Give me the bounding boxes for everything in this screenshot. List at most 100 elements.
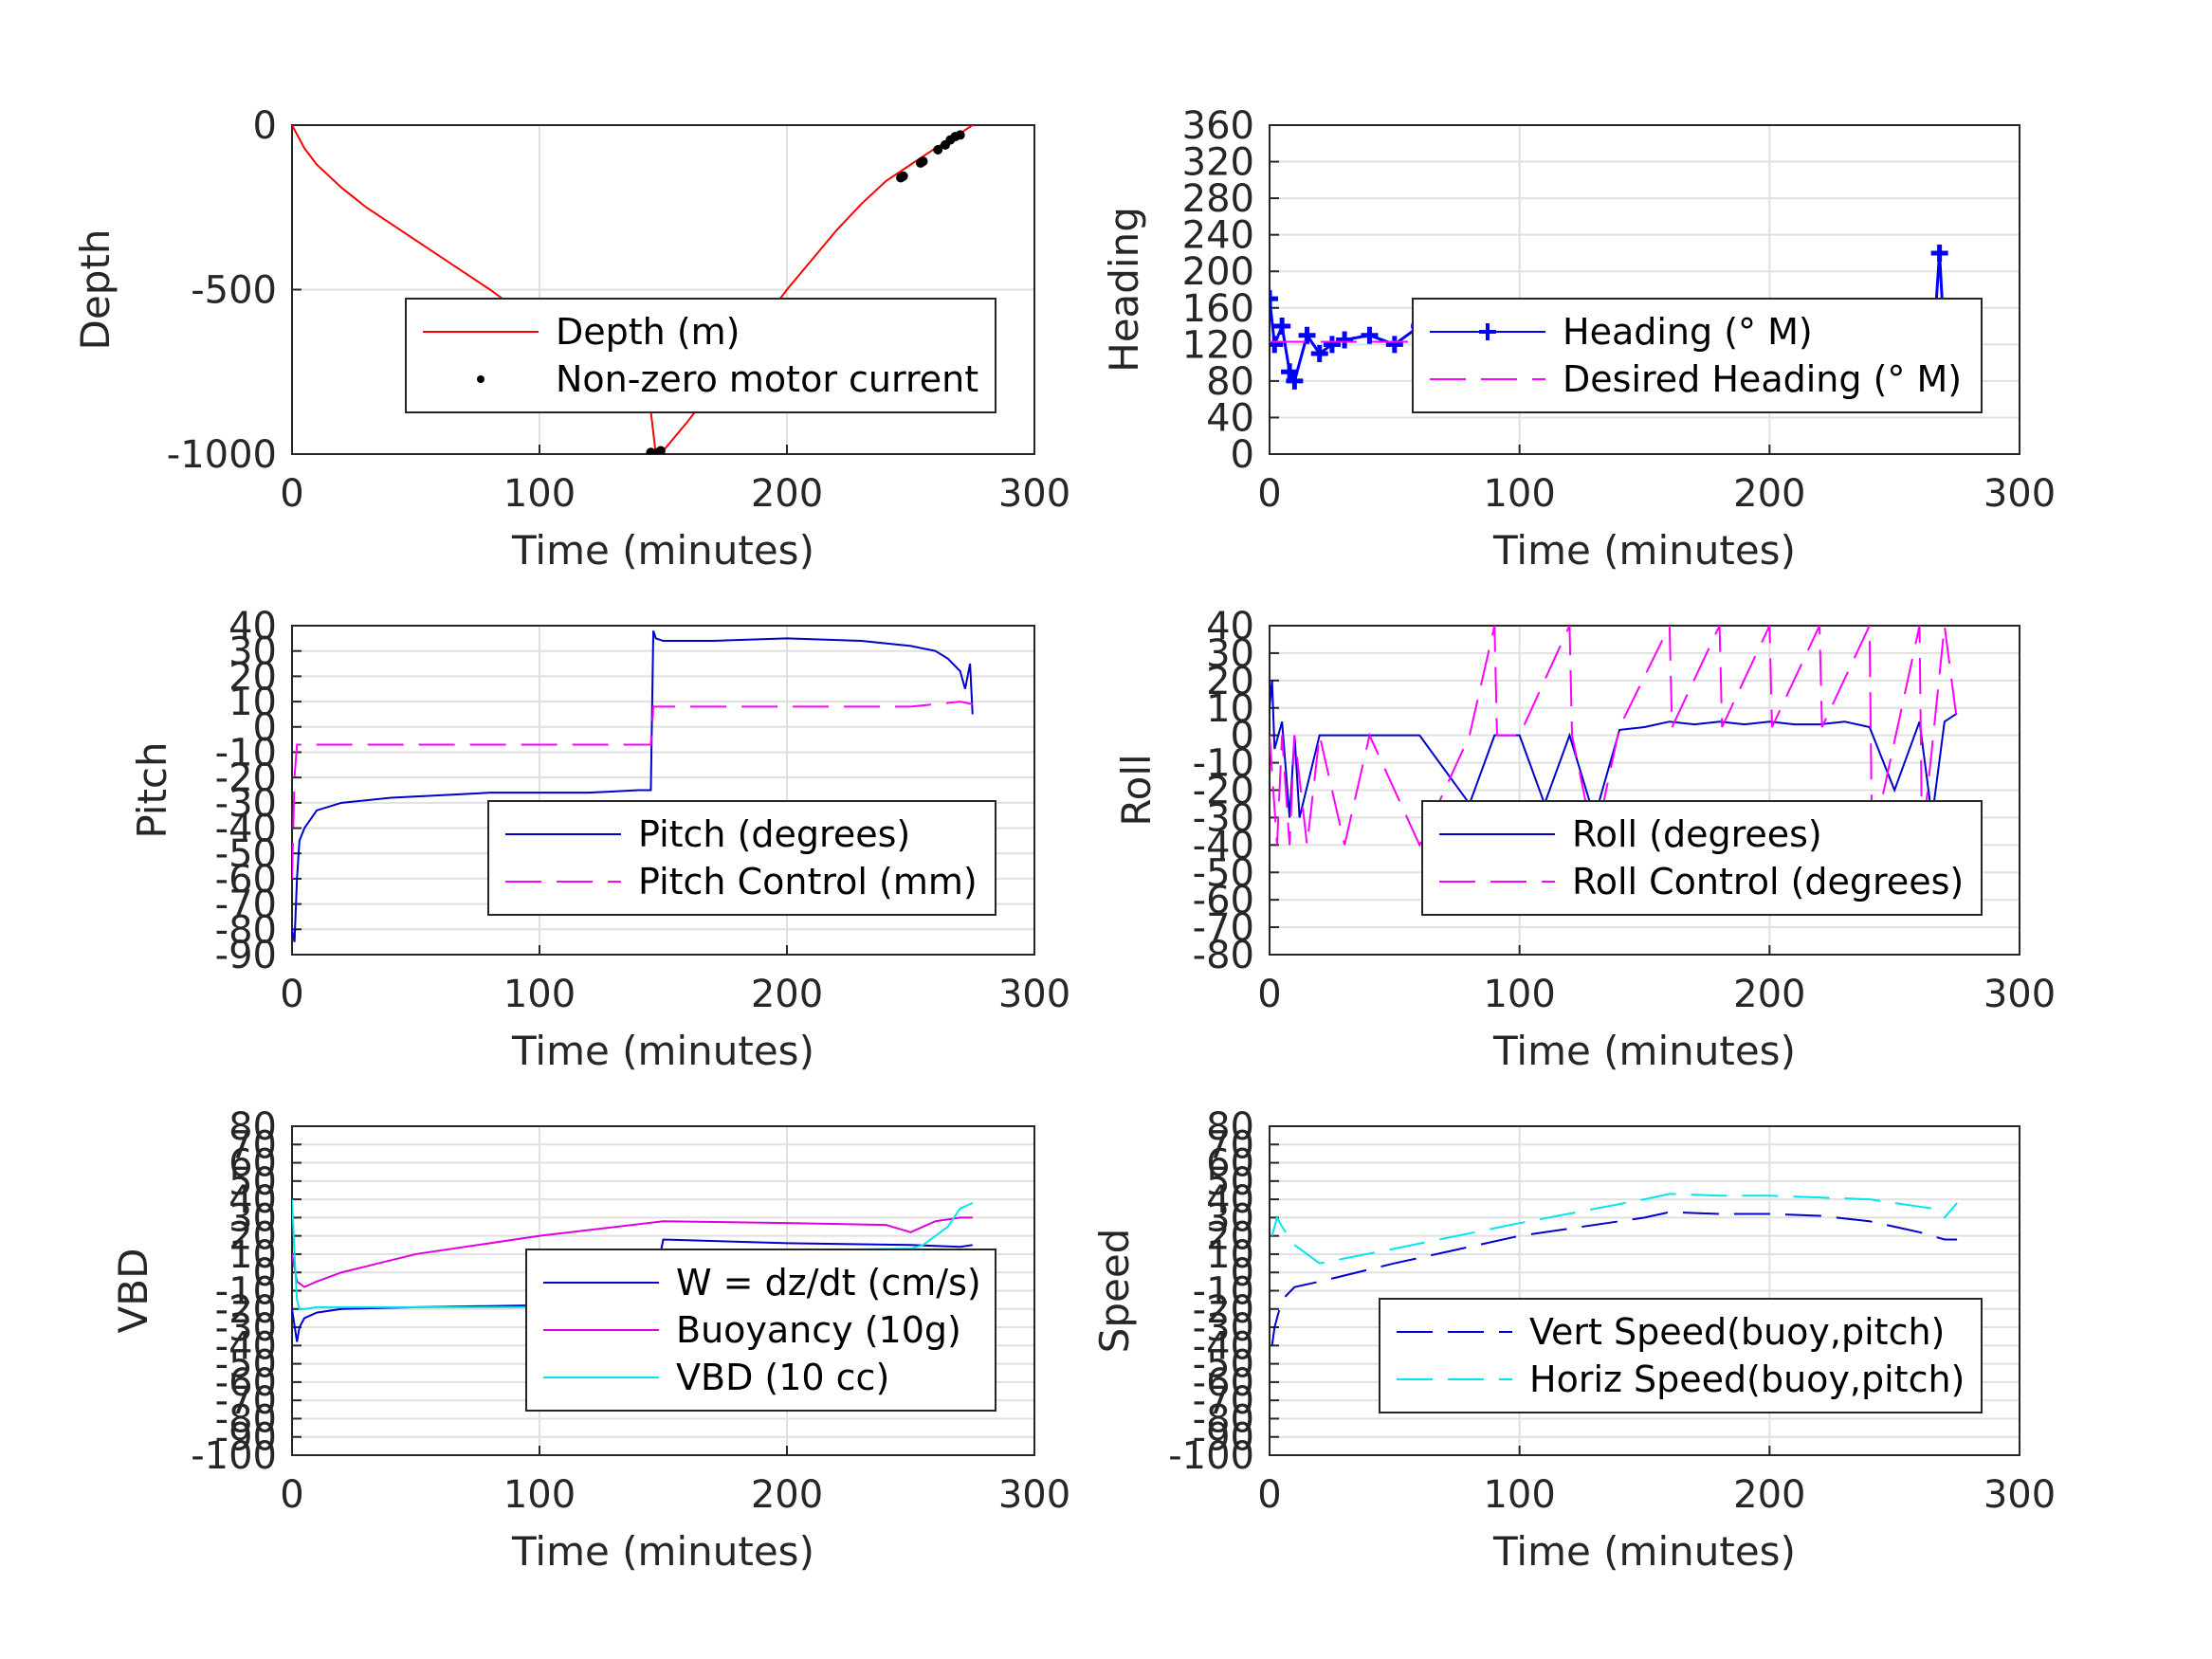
y-tick-label: -60 [215, 858, 277, 902]
y-tick-label: -80 [1193, 934, 1254, 977]
y-ticks: -100-90-80-70-60-50-40-30-20-10010203040… [191, 1105, 302, 1478]
y-tick-label: -20 [1193, 770, 1254, 813]
series-group [292, 630, 974, 942]
y-tick-label: -40 [215, 1324, 277, 1368]
legend-marker [1479, 323, 1496, 340]
y-tick-label: -40 [1193, 824, 1254, 867]
y-tick-label: -30 [215, 1306, 277, 1350]
x-tick-label: 0 [280, 1473, 303, 1517]
legend-label: VBD (10 cc) [676, 1357, 889, 1398]
y-tick-label: -90 [1193, 1416, 1254, 1460]
x-tick-label: 100 [1483, 1473, 1555, 1517]
motor-current-point [898, 171, 908, 181]
y-tick-label: 0 [253, 104, 277, 148]
legend-label: Horiz Speed(buoy,pitch) [1529, 1358, 1965, 1400]
y-tick-label: 80 [1206, 360, 1254, 404]
heading-point [1361, 326, 1379, 344]
x-ticks: 0 100 200 300 [280, 1446, 1070, 1517]
x-axis-label: Time (minutes) [1492, 1028, 1796, 1074]
y-tick-label: 30 [229, 630, 277, 674]
x-tick-label: 0 [280, 973, 303, 1016]
x-tick-label: 0 [280, 472, 303, 516]
y-tick-label: 10 [1206, 687, 1254, 731]
y-tick-label: 40 [1206, 605, 1254, 648]
y-tick-label: 200 [1182, 250, 1254, 294]
x-axis-label: Time (minutes) [511, 527, 814, 574]
plot-5: 0 100 200 300-100-90-80-70-60-50-40-30-20-1… [110, 1105, 1070, 1575]
y-tick-label: -30 [215, 782, 277, 826]
series-group [292, 125, 974, 454]
legend-marker [477, 375, 484, 383]
legend-box [1412, 298, 1983, 413]
y-tick-label: 40 [229, 1178, 277, 1222]
legend: W = dz/dt (cm/s) Buoyancy (10g) VBD (10 cc… [525, 1249, 996, 1412]
x-ticks: 0 100 200 300 [1257, 1446, 2056, 1517]
y-tick-label: -100 [191, 1434, 277, 1478]
plot-3: 0 100 200 300-90-80-70-60-50-40-30-20-10010… [129, 605, 1070, 1074]
legend-label: Vert Speed(buoy,pitch) [1529, 1311, 1945, 1353]
x-tick-label: 300 [998, 1473, 1070, 1517]
y-axis-label: Heading [1101, 207, 1147, 373]
y-tick-label: 70 [1206, 1123, 1254, 1167]
series-group [1271, 1193, 1958, 1346]
legend-label: Depth (m) [556, 311, 740, 353]
y-tick-label: -60 [215, 1361, 277, 1405]
x-axis-label: Time (minutes) [511, 1028, 814, 1074]
y-tick-label: -70 [215, 1379, 277, 1423]
y-tick-label: 60 [229, 1142, 277, 1186]
y-tick-label: 120 [1182, 323, 1254, 367]
x-axis-label: Time (minutes) [1492, 527, 1796, 574]
y-tick-label: -70 [215, 884, 277, 927]
y-tick-label: -90 [215, 1416, 277, 1460]
y-tick-label: 30 [1206, 1196, 1254, 1240]
y-tick-label: -50 [1193, 851, 1254, 895]
y-tick-label: -60 [1193, 879, 1254, 922]
y-tick-label: 0 [253, 1251, 277, 1295]
heading-point [1310, 344, 1328, 362]
x-tick-label: 300 [1983, 973, 2056, 1016]
x-tick-label: 300 [1983, 1473, 2056, 1517]
y-axis-label: Pitch [129, 741, 175, 838]
heading-point [1336, 331, 1354, 349]
motor-current-point [933, 145, 943, 155]
legend-label: Pitch (degrees) [638, 813, 910, 855]
heading-point [1385, 336, 1403, 354]
x-tick-label: 100 [1483, 973, 1555, 1016]
y-tick-label: 50 [1206, 1160, 1254, 1204]
y-tick-label: 70 [229, 1123, 277, 1167]
motor-current-point [655, 446, 666, 454]
y-tick-label: -40 [215, 808, 277, 851]
heading-point [1323, 336, 1341, 354]
legend: Vert Speed(buoy,pitch) Horiz Speed(buoy,p… [1379, 1298, 1983, 1413]
plot-2: 0 100 200 30004080120160200240280320360Time… [1101, 104, 2056, 574]
y-tick-label: -20 [215, 757, 277, 800]
y-tick-label: 40 [1206, 1178, 1254, 1222]
x-ticks: 0 100 200 300 [280, 945, 1070, 1016]
y-tick-label: -10 [1193, 1270, 1254, 1314]
legend-label: Non-zero motor current [556, 358, 978, 400]
y-tick-label: -30 [1193, 1306, 1254, 1350]
legend-label: Buoyancy (10g) [676, 1309, 961, 1351]
series-line-2 [292, 701, 973, 879]
y-tick-label: -70 [1193, 906, 1254, 950]
x-axis-label: Time (minutes) [511, 1528, 814, 1575]
y-tick-label: 320 [1182, 141, 1254, 185]
x-tick-label: 200 [751, 472, 823, 516]
legend-label: Heading (° M) [1563, 311, 1813, 353]
x-tick-label: 300 [1983, 472, 2056, 516]
motor-current-point [918, 156, 928, 167]
x-ticks: 0 100 200 300 [1257, 445, 2056, 516]
y-tick-label: 10 [1206, 1233, 1254, 1277]
heading-point [1930, 244, 1948, 262]
y-tick-label: -80 [215, 908, 277, 952]
y-tick-label: 50 [229, 1160, 277, 1204]
plot-1: 0 100 200 300 -1000 -500 0 Time (minutes) Depth D… [72, 104, 1070, 574]
legend-label: W = dz/dt (cm/s) [676, 1262, 981, 1304]
y-tick-label: 0 [1231, 715, 1254, 758]
y-tick-label: 80 [1206, 1105, 1254, 1149]
y-tick-label: 10 [229, 1233, 277, 1277]
legend-box [1421, 800, 1983, 916]
y-axis-label: VBD [110, 1249, 156, 1334]
